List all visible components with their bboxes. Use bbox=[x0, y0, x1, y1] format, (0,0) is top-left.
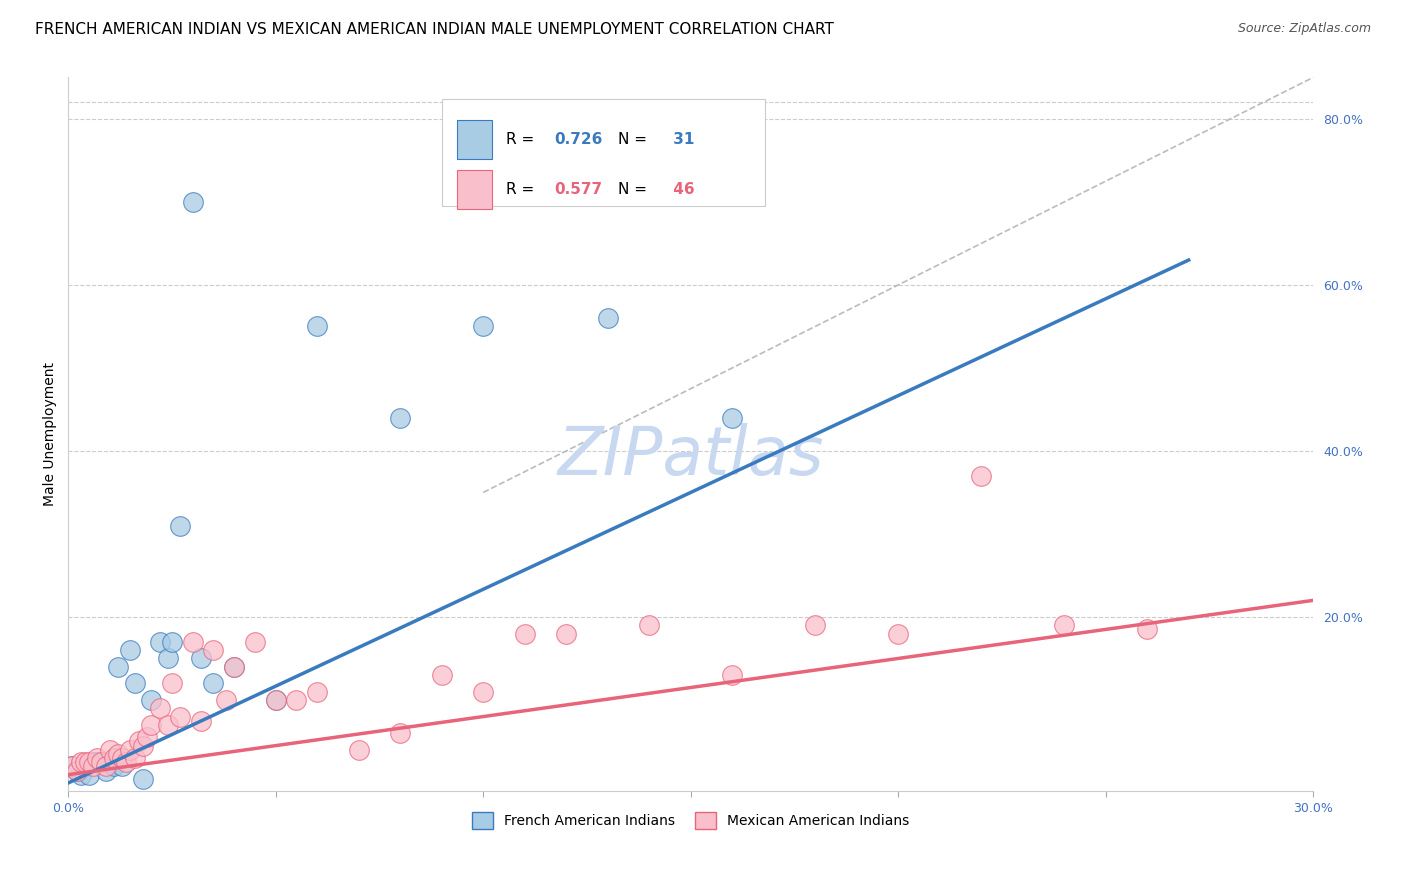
Point bbox=[73, 759, 96, 773]
Point bbox=[804, 618, 827, 632]
Y-axis label: Male Unemployment: Male Unemployment bbox=[44, 362, 58, 507]
Point bbox=[389, 726, 412, 740]
Text: R =: R = bbox=[506, 182, 540, 197]
Point bbox=[77, 767, 100, 781]
Point bbox=[111, 759, 134, 773]
Point bbox=[132, 739, 155, 753]
Point bbox=[181, 194, 204, 209]
Point bbox=[721, 410, 744, 425]
Point bbox=[156, 718, 179, 732]
Point bbox=[389, 410, 412, 425]
Point bbox=[169, 709, 191, 723]
Point bbox=[124, 676, 146, 690]
Point bbox=[307, 319, 329, 334]
Text: 31: 31 bbox=[668, 132, 695, 147]
Point bbox=[224, 659, 246, 673]
Point bbox=[86, 756, 108, 770]
Point bbox=[141, 693, 163, 707]
Point bbox=[285, 693, 308, 707]
Point bbox=[111, 751, 134, 765]
Point bbox=[73, 756, 96, 770]
Point bbox=[243, 635, 266, 649]
Point bbox=[202, 676, 225, 690]
Point bbox=[190, 651, 212, 665]
Point bbox=[160, 635, 183, 649]
Point bbox=[124, 751, 146, 765]
Point bbox=[169, 518, 191, 533]
Point bbox=[82, 759, 104, 773]
Bar bbox=[457, 170, 492, 210]
Point bbox=[224, 659, 246, 673]
Point bbox=[1053, 618, 1076, 632]
Point bbox=[90, 756, 112, 770]
Point bbox=[430, 668, 453, 682]
Point bbox=[264, 693, 287, 707]
Point bbox=[65, 764, 87, 778]
Point bbox=[60, 759, 83, 773]
Point bbox=[90, 756, 112, 770]
Text: ZIPatlas: ZIPatlas bbox=[557, 423, 824, 489]
Point bbox=[181, 635, 204, 649]
Point bbox=[107, 747, 129, 761]
Point bbox=[721, 668, 744, 682]
Point bbox=[513, 626, 536, 640]
Legend: French American Indians, Mexican American Indians: French American Indians, Mexican America… bbox=[467, 806, 915, 834]
Point bbox=[132, 772, 155, 786]
Point bbox=[887, 626, 910, 640]
Point bbox=[160, 676, 183, 690]
Point bbox=[148, 635, 170, 649]
Point bbox=[94, 759, 117, 773]
Point bbox=[596, 311, 619, 326]
Point bbox=[120, 643, 142, 657]
Point bbox=[69, 767, 91, 781]
Text: Source: ZipAtlas.com: Source: ZipAtlas.com bbox=[1237, 22, 1371, 36]
Point bbox=[638, 618, 661, 632]
Point bbox=[82, 756, 104, 770]
Point bbox=[472, 319, 495, 334]
Point bbox=[103, 751, 125, 765]
Point bbox=[107, 659, 129, 673]
Point bbox=[347, 743, 370, 757]
Point bbox=[128, 734, 150, 748]
Point bbox=[307, 684, 329, 698]
Point bbox=[86, 751, 108, 765]
Point bbox=[264, 693, 287, 707]
Point bbox=[148, 701, 170, 715]
Text: 0.577: 0.577 bbox=[554, 182, 602, 197]
Point bbox=[141, 718, 163, 732]
Text: FRENCH AMERICAN INDIAN VS MEXICAN AMERICAN INDIAN MALE UNEMPLOYMENT CORRELATION : FRENCH AMERICAN INDIAN VS MEXICAN AMERIC… bbox=[35, 22, 834, 37]
Point bbox=[970, 468, 993, 483]
Point bbox=[77, 756, 100, 770]
Text: 0.726: 0.726 bbox=[554, 132, 602, 147]
Point bbox=[215, 693, 238, 707]
Point bbox=[60, 759, 83, 773]
Point bbox=[98, 743, 121, 757]
Point bbox=[202, 643, 225, 657]
Point bbox=[555, 626, 578, 640]
Point bbox=[115, 756, 138, 770]
Text: R =: R = bbox=[506, 132, 540, 147]
Text: 46: 46 bbox=[668, 182, 695, 197]
Point bbox=[65, 764, 87, 778]
Bar bbox=[457, 120, 492, 159]
Point bbox=[472, 684, 495, 698]
Point bbox=[1136, 623, 1159, 637]
Text: N =: N = bbox=[619, 132, 652, 147]
Point bbox=[190, 714, 212, 728]
Point bbox=[103, 759, 125, 773]
Point bbox=[136, 731, 159, 745]
Point bbox=[94, 764, 117, 778]
FancyBboxPatch shape bbox=[441, 99, 765, 206]
Point bbox=[120, 743, 142, 757]
Point bbox=[69, 756, 91, 770]
Point bbox=[98, 756, 121, 770]
Text: N =: N = bbox=[619, 182, 652, 197]
Point bbox=[156, 651, 179, 665]
